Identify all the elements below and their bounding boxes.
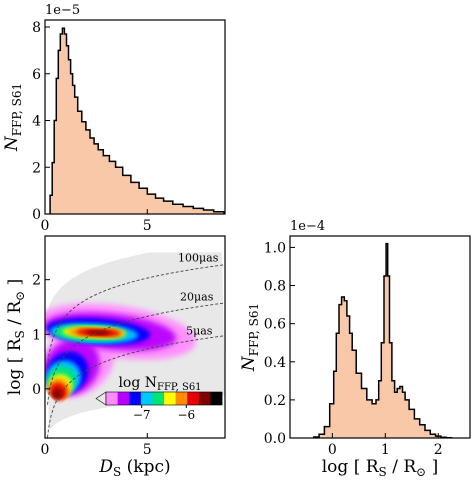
top-hist-bar <box>109 161 115 214</box>
right-hist-bar <box>324 427 329 438</box>
right-hist-bar <box>347 316 350 438</box>
right-multiplier: 1e−4 <box>290 219 325 234</box>
top-multiplier: 1e−5 <box>45 3 80 18</box>
right-hist-bar <box>372 404 376 438</box>
heatmap-ylabel: log [ RS / R⊙ ] <box>5 279 27 395</box>
right-ytick-label: 0.6 <box>264 317 286 333</box>
colorbar-cell <box>106 392 118 405</box>
right-hist-bar <box>397 389 400 439</box>
heatmap-curve-label: 20μas <box>180 290 214 303</box>
colorbar-cell <box>141 392 153 405</box>
right-hist-bar <box>414 419 419 438</box>
top-hist-bar <box>62 28 64 214</box>
right-ytick-label: 1.0 <box>264 240 286 256</box>
colorbar-tick-label: −7 <box>133 408 151 422</box>
right-xtick-label: 0 <box>328 442 337 458</box>
top-hist-bar <box>193 208 203 214</box>
top-ytick-label: 6 <box>32 67 41 83</box>
top-hist-bar <box>64 34 66 214</box>
top-hist-bar <box>156 198 164 214</box>
colorbar-cell <box>129 392 141 405</box>
heatmap-ytick-label: 1 <box>32 327 41 343</box>
top-ytick-label: 4 <box>32 114 41 130</box>
right-ytick-label: 0.8 <box>264 279 286 295</box>
top-histogram-panel: 0 5 0 2 4 6 8 1e−5 NFFP, S61 <box>2 3 225 234</box>
right-hist-bar <box>409 409 414 438</box>
right-hist-bar <box>420 425 425 438</box>
heatmap-curve-label: 100μas <box>178 252 219 265</box>
top-hist-bar <box>94 144 98 214</box>
heatmap-density <box>26 252 225 437</box>
top-histogram-bars <box>50 28 224 214</box>
heatmap-ytick-label: 0 <box>32 382 41 398</box>
top-hist-bar <box>86 130 90 214</box>
top-hist-bar <box>103 156 109 214</box>
top-hist-bar <box>71 74 73 214</box>
heatmap-ytick-label: 2 <box>32 273 41 289</box>
right-xlabel: log [ RS / R⊙ ] <box>322 457 438 479</box>
right-hist-bar <box>344 301 347 438</box>
top-xtick-label: 0 <box>41 218 50 234</box>
top-hist-bar <box>82 122 86 214</box>
top-hist-bar <box>131 182 139 214</box>
right-histogram-bars <box>314 244 452 438</box>
top-hist-bar <box>147 194 155 214</box>
top-hist-bar <box>75 97 78 214</box>
top-hist-bar <box>69 60 71 214</box>
right-ylabel: NFFP, S61 <box>239 303 261 372</box>
heatmap-xtick-label: 0 <box>41 442 50 458</box>
top-hist-bar <box>67 46 69 214</box>
right-hist-bar <box>356 373 361 438</box>
top-ytick-label: 0 <box>32 207 41 223</box>
top-ytick-label: 8 <box>32 20 41 36</box>
right-ytick-label: 0.0 <box>264 431 286 447</box>
colorbar-cell <box>164 392 176 405</box>
colorbar-cell <box>187 392 199 405</box>
right-hist-bar <box>367 400 372 438</box>
right-hist-bar <box>342 297 345 438</box>
colorbar-cell <box>118 392 130 405</box>
right-hist-bar <box>400 387 403 439</box>
colorbar-tick-label: −6 <box>177 408 195 422</box>
top-hist-bar <box>139 188 147 214</box>
top-hist-bar <box>164 201 173 214</box>
top-ylabel: NFFP, S61 <box>2 83 24 152</box>
right-ytick-label: 0.2 <box>264 393 286 409</box>
right-hist-bar <box>376 400 379 438</box>
heatmap-curve-label: 5μas <box>186 324 213 337</box>
colorbar-cell <box>210 392 222 405</box>
top-hist-bar <box>183 207 193 215</box>
top-hist-bar <box>173 204 183 214</box>
top-hist-bar <box>116 167 123 214</box>
heatmap-xlabel: DS (kpc) <box>98 457 170 479</box>
top-hist-bar <box>98 150 103 214</box>
right-xtick-label: 2 <box>434 442 443 458</box>
top-hist-bar <box>90 138 94 214</box>
top-hist-bar <box>60 34 62 214</box>
colorbar-cell <box>152 392 164 405</box>
right-hist-bar <box>425 430 430 438</box>
right-hist-bar <box>395 392 398 438</box>
top-hist-bar <box>123 175 131 214</box>
colorbar-cell <box>199 392 211 405</box>
right-ytick-label: 0.4 <box>264 355 286 371</box>
top-hist-bar <box>78 111 82 214</box>
top-hist-bar <box>73 85 75 214</box>
heatmap-xtick-label: 5 <box>143 442 152 458</box>
right-xtick-label: 1 <box>381 442 390 458</box>
colorbar-cell <box>176 392 188 405</box>
right-hist-bar <box>362 389 367 439</box>
top-xtick-label: 5 <box>143 218 152 234</box>
top-ytick-label: 2 <box>32 160 41 176</box>
right-histogram-panel: 0 1 2 0.0 0.2 0.4 0.6 0.8 1.0 1e−4 NFFP, S61 log… <box>239 219 470 479</box>
